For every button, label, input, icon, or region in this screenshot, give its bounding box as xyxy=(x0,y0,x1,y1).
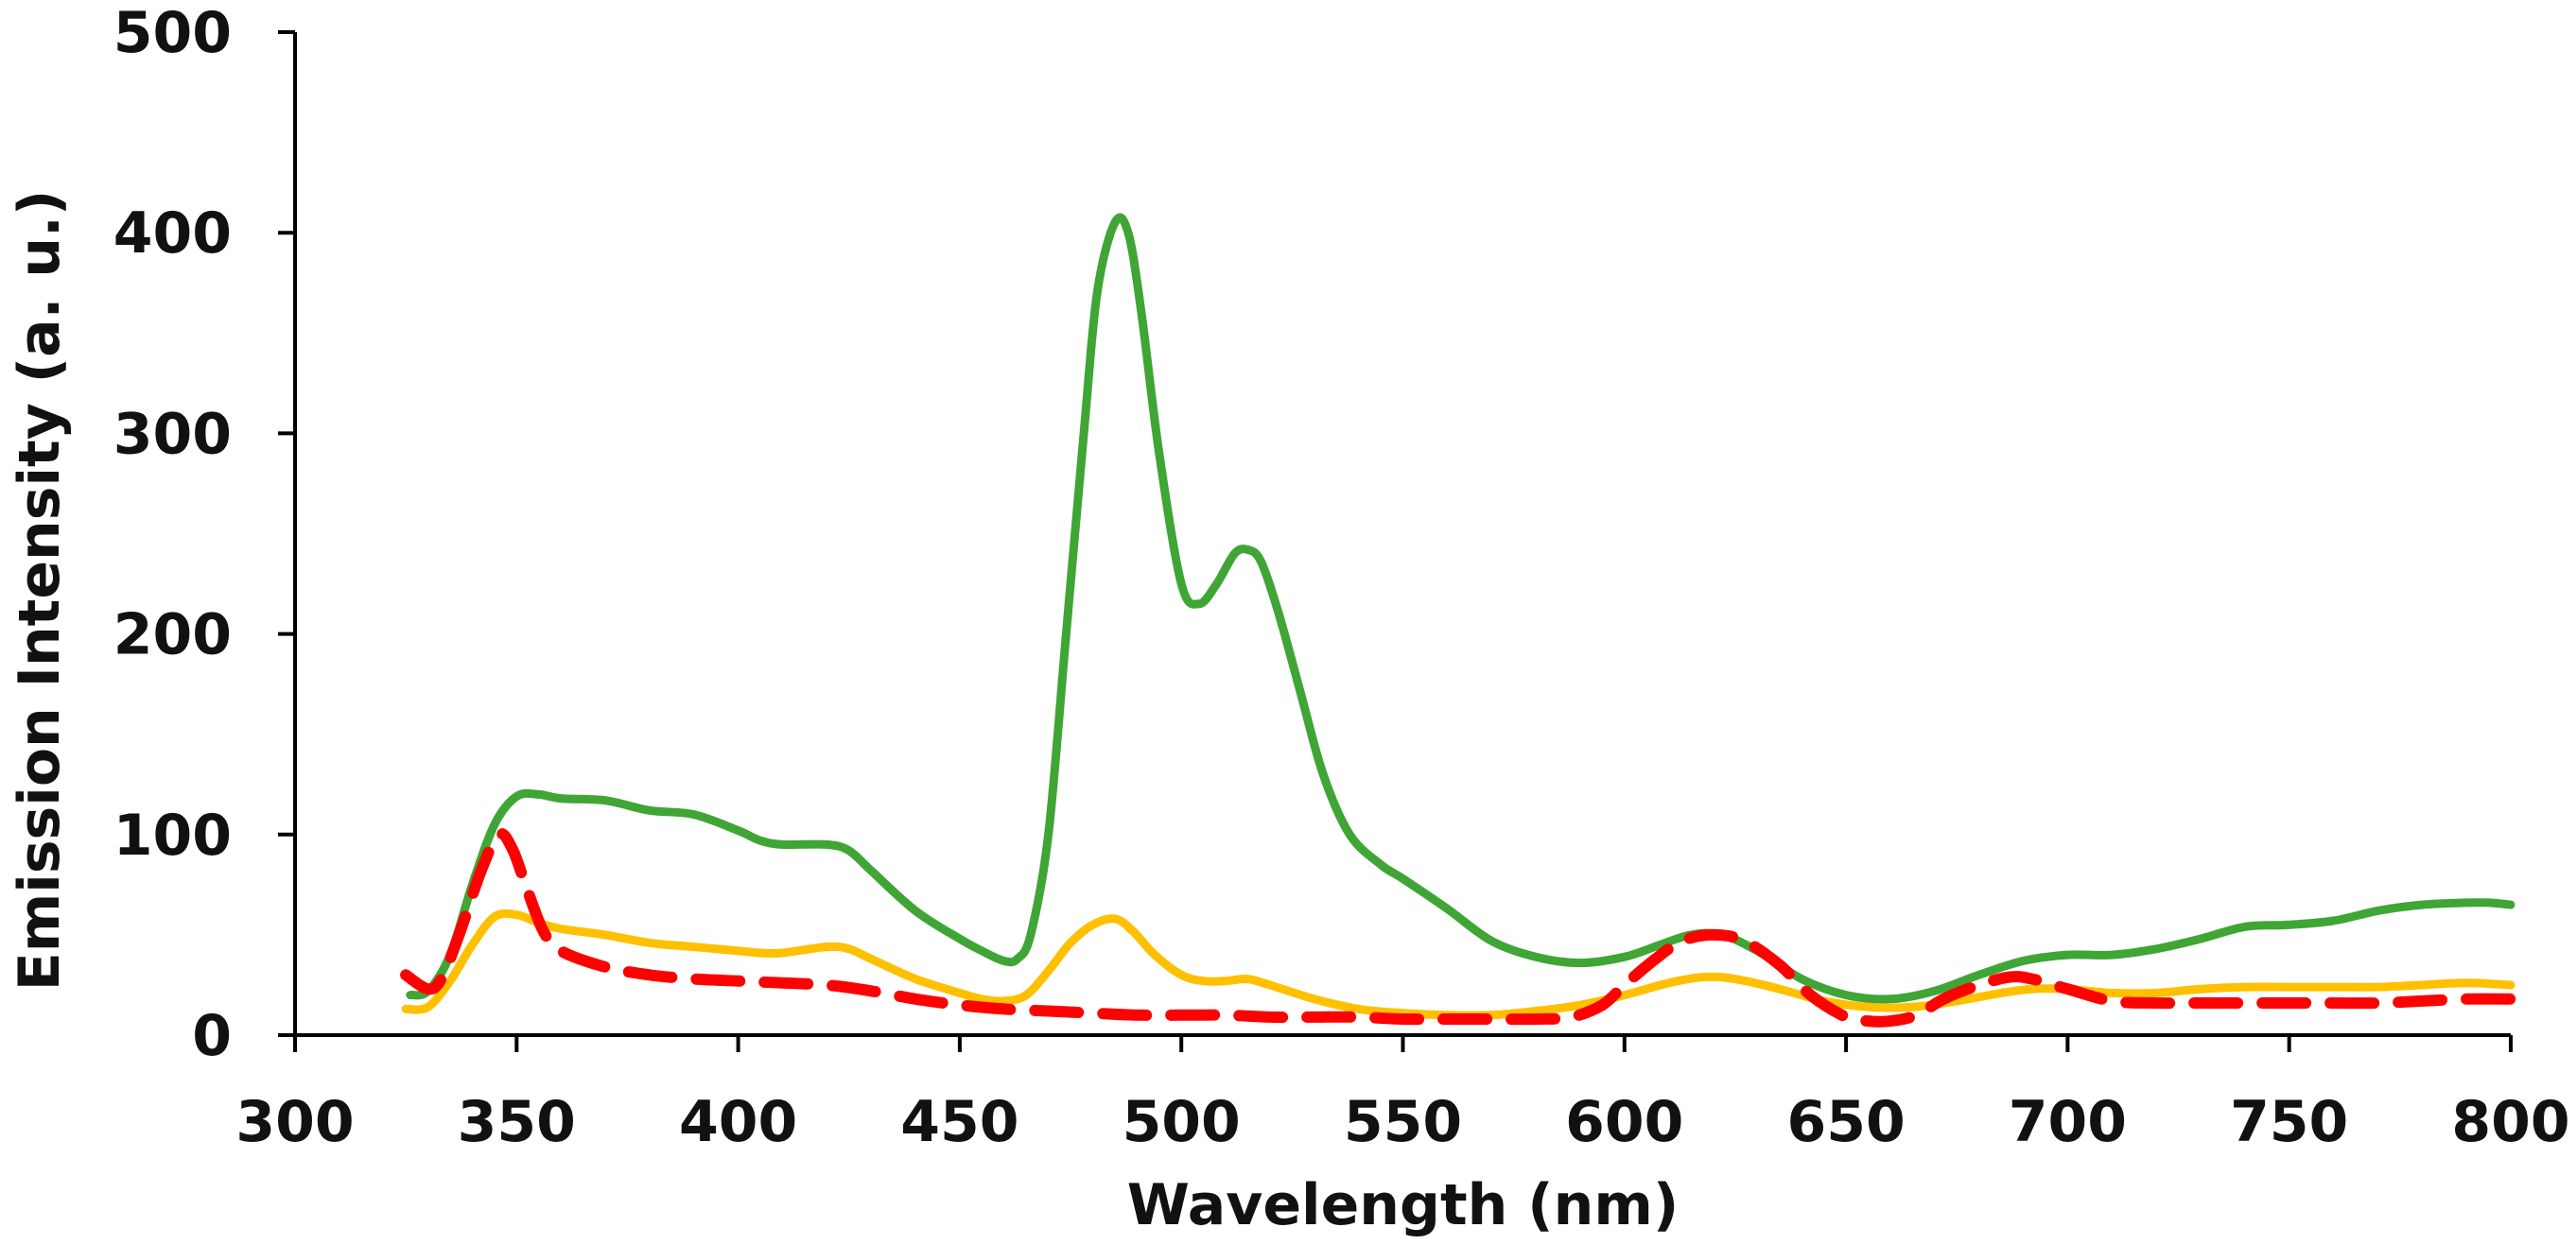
y-tick-label-300: 300 xyxy=(113,401,232,467)
y-tick-label-500: 500 xyxy=(113,0,232,66)
x-axis-ticks: 300 350 400 450 500 550 600 650 700 750 800 xyxy=(235,1035,2569,1155)
y-tick-label-400: 400 xyxy=(113,200,232,267)
x-tick-label-700: 700 xyxy=(2009,1089,2127,1155)
y-axis-title: Emission Intensity (a. u.) xyxy=(7,190,73,992)
x-tick-label-350: 350 xyxy=(458,1089,576,1155)
x-tick-label-300: 300 xyxy=(235,1089,354,1155)
y-axis-ticks: 0 100 200 300 400 500 xyxy=(113,0,295,1069)
x-axis-title: Wavelength (nm) xyxy=(1127,1172,1680,1238)
series-layer xyxy=(406,217,2511,1022)
y-tick-label-100: 100 xyxy=(113,803,232,869)
emission-chart: 0 100 200 300 400 500 300 350 400 450 500 550 600 65… xyxy=(0,0,2576,1245)
x-tick-label-650: 650 xyxy=(1786,1089,1905,1155)
x-tick-label-800: 800 xyxy=(2451,1089,2569,1155)
y-tick-label-0: 0 xyxy=(192,1003,232,1069)
series-line-green xyxy=(410,217,2511,999)
x-tick-label-600: 600 xyxy=(1565,1089,1683,1155)
x-tick-label-400: 400 xyxy=(679,1089,797,1155)
y-tick-label-200: 200 xyxy=(113,602,232,668)
x-tick-label-550: 550 xyxy=(1344,1089,1462,1155)
x-tick-label-750: 750 xyxy=(2230,1089,2348,1155)
x-tick-label-500: 500 xyxy=(1123,1089,1241,1155)
x-tick-label-450: 450 xyxy=(900,1089,1018,1155)
